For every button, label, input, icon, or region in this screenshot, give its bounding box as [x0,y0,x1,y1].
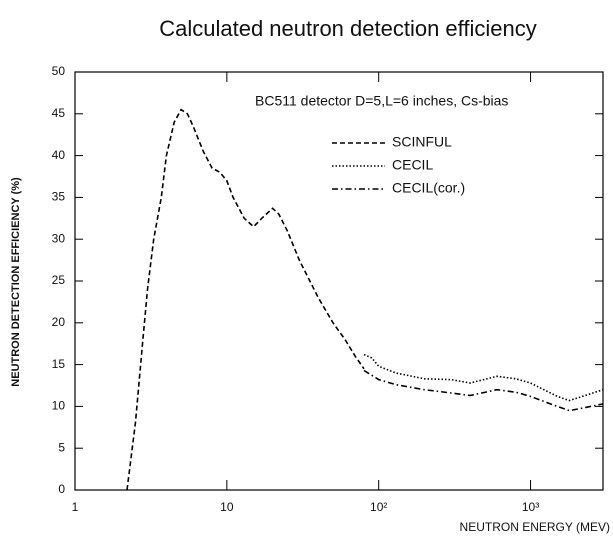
y-tick-label: 25 [52,273,66,287]
y-tick-label: 45 [52,106,66,120]
y-tick-label: 15 [52,357,66,371]
data-line [363,353,604,402]
y-tick-label: 50 [52,64,66,78]
x-tick-label: 1 [72,500,79,514]
x-tick-label: 10 [220,500,234,514]
x-tick-label: 10³ [522,500,539,514]
y-tick-label: 10 [52,399,66,413]
y-axis-label: NEUTRON DETECTION EFFICIENCY (%) [10,177,22,387]
plot-frame [74,71,604,491]
data-line [126,108,365,491]
y-tick-label: 30 [52,231,66,245]
y-tick-label: 20 [52,315,66,329]
x-tick-label: 10² [370,500,387,514]
annotation: BC511 detector D=5,L=6 inches, Cs-bias [255,93,508,109]
legend-label: CECIL [392,157,433,173]
legend-label: SCINFUL [392,134,452,150]
y-tick-label: 0 [58,482,65,496]
legend-label: CECIL(cor.) [392,180,465,196]
x-axis-label: NEUTRON ENERGY (MEV) [460,520,610,534]
y-tick-label: 40 [52,148,66,162]
y-tick-label: 35 [52,190,66,204]
y-tick-label: 5 [58,440,65,454]
chart-title: Calculated neutron detection efficiency [159,16,537,41]
data-line [363,369,604,412]
